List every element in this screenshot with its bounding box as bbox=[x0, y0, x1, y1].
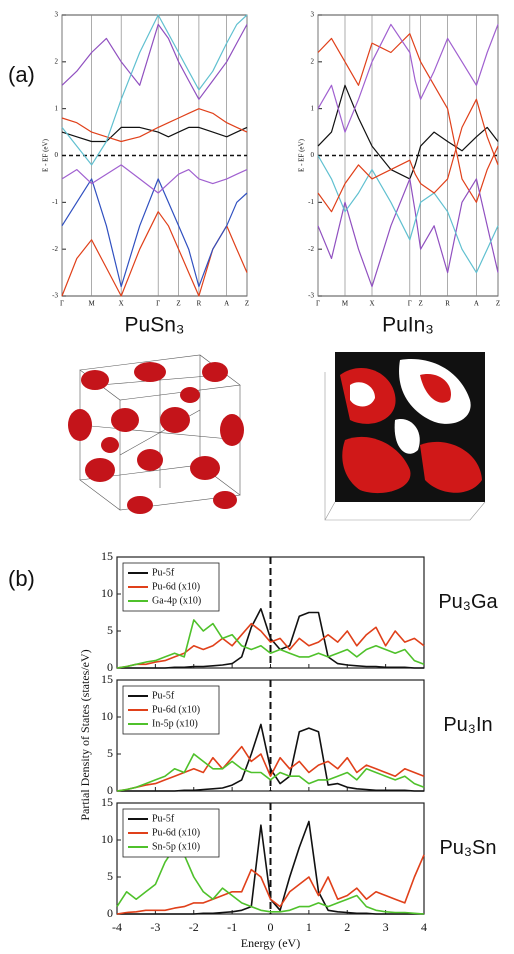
line-series bbox=[317, 98, 499, 213]
y-tick-label: 2 bbox=[55, 57, 59, 65]
line-series bbox=[61, 178, 248, 288]
y-tick-label: -2 bbox=[308, 245, 314, 253]
line-series bbox=[317, 33, 499, 203]
legend-label: Pu-5f bbox=[152, 813, 175, 824]
line-series bbox=[317, 178, 499, 288]
line-series bbox=[61, 108, 248, 143]
chart-title: Pu₃Ga bbox=[438, 591, 498, 613]
y-axis-label: E - EF (eV) bbox=[298, 138, 306, 172]
x-tick-label: -2 bbox=[189, 920, 199, 934]
x-tick-label: M bbox=[342, 300, 349, 308]
chart-title: PuSn₃ bbox=[125, 314, 185, 337]
y-tick-label: 0 bbox=[107, 660, 113, 674]
y-tick-label: 0 bbox=[55, 151, 59, 159]
y-axis-label: Partial Density of States (states/eV) bbox=[78, 649, 92, 820]
chart-title: Pu₃Sn bbox=[439, 837, 496, 859]
x-tick-label: Z bbox=[496, 300, 500, 308]
y-tick-label: -1 bbox=[308, 198, 314, 206]
line-series bbox=[116, 622, 425, 669]
x-tick-label: -1 bbox=[227, 920, 237, 934]
legend-label: Pu-6d (x10) bbox=[152, 581, 200, 592]
x-tick-label: Z bbox=[245, 300, 249, 308]
x-tick-label: Γ bbox=[156, 300, 160, 308]
x-tick-label: Z bbox=[176, 300, 180, 308]
y-tick-label: 1 bbox=[55, 104, 59, 112]
x-tick-label: -4 bbox=[112, 920, 122, 934]
line-series bbox=[61, 23, 248, 100]
y-tick-label: 15 bbox=[101, 795, 113, 809]
y-tick-label: -3 bbox=[52, 292, 58, 300]
fermi-surface-left bbox=[62, 345, 247, 530]
x-tick-label: 1 bbox=[306, 920, 312, 934]
x-tick-label: 0 bbox=[268, 920, 274, 934]
y-tick-label: 0 bbox=[311, 151, 315, 159]
x-tick-label: Z bbox=[418, 300, 422, 308]
line-series bbox=[317, 84, 499, 180]
x-tick-label: -3 bbox=[150, 920, 160, 934]
x-tick-label: A bbox=[224, 300, 229, 308]
x-tick-label: X bbox=[369, 300, 374, 308]
chart-title: PuIn₃ bbox=[382, 314, 434, 337]
x-tick-label: Γ bbox=[408, 300, 412, 308]
legend-label: Pu-6d (x10) bbox=[152, 827, 200, 838]
x-tick-label: Γ bbox=[316, 300, 320, 308]
line-series bbox=[117, 723, 424, 792]
y-tick-label: 2 bbox=[311, 57, 315, 65]
x-tick-label: 2 bbox=[344, 920, 350, 934]
y-tick-label: 1 bbox=[311, 104, 315, 112]
y-tick-label: 0 bbox=[107, 906, 113, 920]
legend-label: Ga-4p (x10) bbox=[152, 595, 201, 606]
line-series bbox=[116, 745, 425, 792]
x-tick-label: Γ bbox=[60, 300, 64, 308]
y-tick-label: 5 bbox=[107, 623, 113, 637]
line-series bbox=[61, 211, 248, 297]
panel-label: (b) bbox=[8, 566, 35, 591]
legend-label: Sn-5p (x10) bbox=[152, 841, 200, 852]
line-series bbox=[61, 126, 248, 143]
y-tick-label: 0 bbox=[107, 783, 113, 797]
y-tick-label: 10 bbox=[101, 586, 113, 600]
line-series bbox=[317, 23, 499, 133]
y-tick-label: -3 bbox=[308, 292, 314, 300]
y-tick-label: 10 bbox=[101, 709, 113, 723]
line-series bbox=[116, 753, 425, 792]
x-tick-label: R bbox=[197, 300, 202, 308]
x-axis-label: Energy (eV) bbox=[241, 936, 300, 950]
y-tick-label: 10 bbox=[101, 832, 113, 846]
x-tick-label: A bbox=[474, 300, 479, 308]
y-tick-label: 5 bbox=[107, 746, 113, 760]
x-tick-label: R bbox=[445, 300, 450, 308]
x-tick-label: X bbox=[119, 300, 124, 308]
legend-label: Pu-5f bbox=[152, 567, 175, 578]
y-tick-label: 3 bbox=[55, 11, 59, 19]
x-tick-label: 3 bbox=[383, 920, 389, 934]
y-tick-label: 3 bbox=[311, 11, 315, 19]
panel-label: (a) bbox=[8, 62, 35, 87]
line-series bbox=[317, 155, 499, 274]
y-tick-label: -1 bbox=[52, 198, 58, 206]
x-tick-label: 4 bbox=[421, 920, 427, 934]
y-tick-label: -2 bbox=[52, 245, 58, 253]
x-tick-label: M bbox=[88, 300, 95, 308]
line-series bbox=[116, 854, 425, 915]
y-axis-label: E - EF (eV) bbox=[42, 138, 50, 172]
legend-label: In-5p (x10) bbox=[152, 718, 198, 729]
legend-label: Pu-5f bbox=[152, 690, 175, 701]
y-tick-label: 15 bbox=[101, 549, 113, 563]
fermi-surface-right bbox=[324, 352, 486, 521]
y-tick-label: 5 bbox=[107, 869, 113, 883]
chart-title: Pu₃In bbox=[443, 714, 492, 736]
line-series bbox=[116, 619, 425, 669]
line-series bbox=[61, 164, 248, 194]
legend-label: Pu-6d (x10) bbox=[152, 704, 200, 715]
y-tick-label: 15 bbox=[101, 672, 113, 686]
line-series bbox=[61, 14, 248, 166]
line-series bbox=[117, 608, 424, 669]
